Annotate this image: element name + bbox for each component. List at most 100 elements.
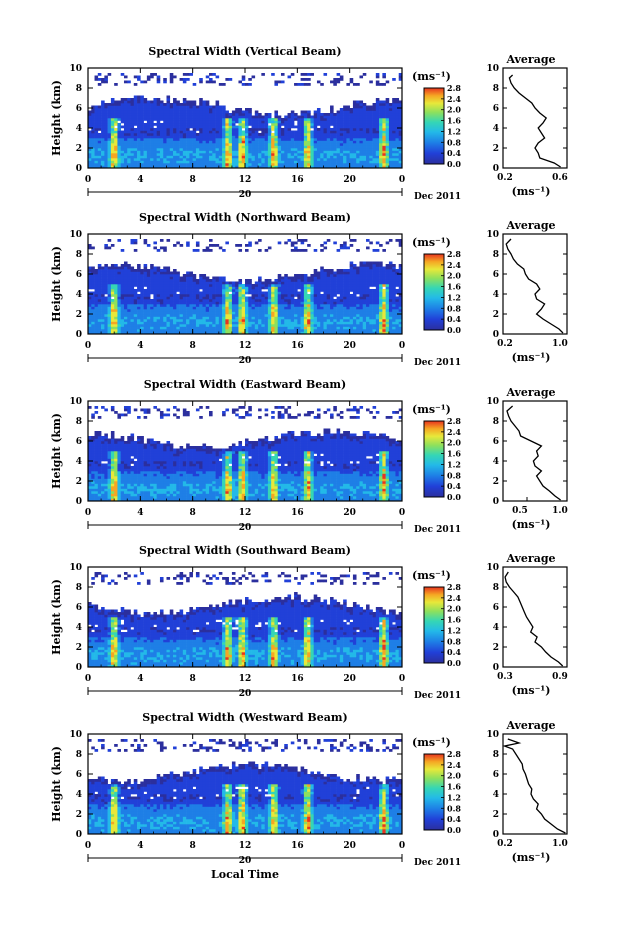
heatmap-cell [254,163,259,166]
heatmap-cell [388,155,393,159]
heatmap-cell [156,289,161,292]
heatmap-cell [277,155,282,159]
heatmap-cell [330,148,334,151]
heatmap-cell [280,331,285,335]
heatmap-cell [94,113,99,116]
heatmap-cell [369,145,373,149]
heatmap-cell [101,326,105,330]
heatmap-cell [336,309,341,312]
heatmap-cell [199,158,203,161]
heatmap-cell [290,163,295,166]
heatmap-cell [179,324,184,327]
heatmap-cell [343,301,347,305]
heatmap-cell [209,329,213,332]
heatmap-cell [261,306,265,310]
heatmap-cell [218,294,223,297]
heatmap-cell [379,329,383,332]
heatmap-cell [349,326,354,330]
heatmap-cell [137,274,141,277]
heatmap-cell [195,140,200,144]
heatmap-cell [225,291,229,295]
heatmap-cell [258,165,262,169]
heatmap-cell [349,304,354,307]
heatmap-cell [205,321,210,325]
heatmap-cell [117,304,122,307]
heatmap-cell [199,128,203,131]
heatmap-cell [166,105,171,109]
heatmap-cell [356,281,360,285]
heatmap-cell [267,289,272,292]
heatmap-cell [258,140,262,144]
heatmap-cell [297,316,301,320]
heatmap-cell [274,284,279,287]
heatmap-cell [366,266,370,270]
heatmap-cell [316,306,321,310]
heatmap-cell [130,309,135,312]
heatmap-cell [277,118,282,121]
heatmap-cell [333,329,337,332]
heatmap-cell [140,269,144,272]
heatmap-cell [123,284,128,287]
heatmap-cell [110,244,115,247]
heatmap-cell [169,125,174,129]
heatmap-cell [385,165,390,169]
heatmap-cell [271,331,275,335]
heatmap-cell [140,329,144,332]
heatmap-cell [166,316,171,320]
heatmap-cell [202,329,207,332]
heatmap-cell [104,326,108,330]
heatmap-cell [343,148,347,151]
heatmap-cell [339,153,344,156]
heatmap-cell [343,286,347,290]
heatmap-cell [110,289,115,292]
heatmap-cell [395,105,400,109]
heatmap-cell [101,289,105,292]
heatmap-cell [182,118,187,121]
heatmap-cell [375,286,380,290]
heatmap-cell [110,133,115,136]
heatmap-cell [261,319,265,322]
heatmap-cell [300,83,305,86]
heatmap-cell [159,271,164,275]
heatmap-cell [127,80,131,84]
heatmap-cell [150,145,154,149]
heatmap-cell [261,115,265,119]
heatmap-cell [179,309,184,312]
heatmap-cell [101,319,105,322]
heatmap-cell [307,163,311,166]
heatmap-cell [150,100,154,104]
heatmap-cell [182,289,187,292]
heatmap-cell [218,309,223,312]
heatmap-cell [127,326,131,330]
heatmap-cell [245,140,249,144]
heatmap-cell [264,326,269,330]
heatmap-cell [163,281,167,285]
heatmap-cell [267,138,272,141]
heatmap-cell [330,140,334,144]
heatmap-cell [222,304,226,307]
heatmap-cell [104,103,108,106]
heatmap-cell [284,309,288,312]
heatmap-cell [133,319,138,322]
heatmap-cell [101,314,105,317]
heatmap-cell [101,158,105,161]
heatmap-cell [186,105,190,109]
heatmap-cell [346,115,350,119]
heatmap-cell [225,311,229,315]
heatmap-cell [101,296,105,300]
heatmap-cell [153,145,157,149]
heatmap-cell [362,331,367,335]
heatmap-cell [356,158,360,161]
heatmap-cell [310,165,314,169]
heatmap-cell [212,289,216,292]
heatmap-cell [88,110,92,114]
heatmap-cell [137,105,141,109]
heatmap-cell [133,113,138,116]
heatmap-cell [388,163,393,166]
y-tick-label: 8 [76,84,82,94]
heatmap-cell [202,301,207,305]
heatmap-cell [366,299,370,302]
heatmap-cell [241,123,246,126]
heatmap-cell [290,284,295,287]
heatmap-cell [362,266,367,270]
